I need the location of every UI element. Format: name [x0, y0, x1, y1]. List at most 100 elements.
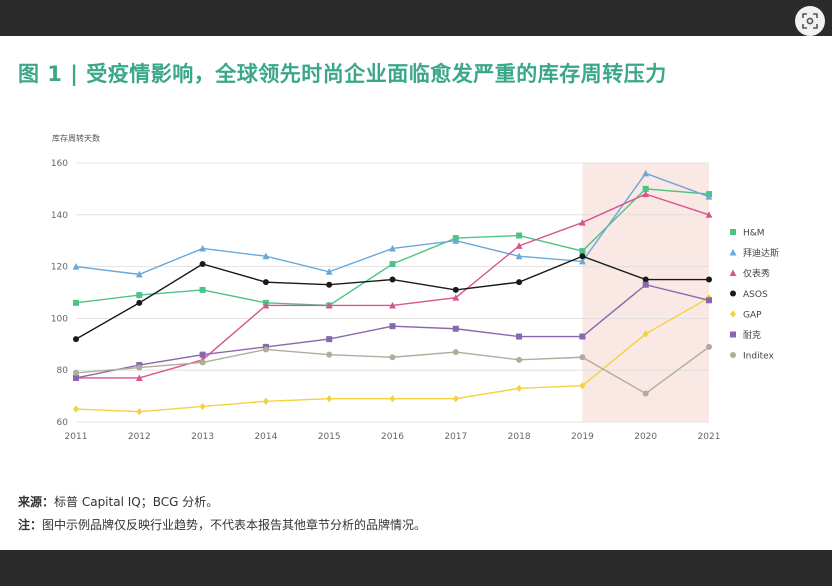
legend-marker — [730, 290, 736, 297]
x-tick-label: 2016 — [381, 432, 404, 442]
data-point — [389, 354, 396, 361]
data-point — [262, 279, 269, 286]
data-point — [136, 364, 143, 371]
x-tick-label: 2013 — [191, 432, 214, 442]
data-point — [579, 382, 586, 390]
data-point — [452, 349, 459, 356]
data-point — [326, 351, 333, 358]
legend-marker — [730, 331, 736, 338]
data-point — [389, 323, 396, 330]
x-tick-label: 2019 — [571, 432, 594, 442]
data-point — [642, 276, 649, 283]
legend-label: 耐克 — [743, 329, 761, 341]
data-point — [136, 292, 143, 299]
footnote-label: 注： — [18, 518, 43, 532]
data-point — [642, 281, 649, 288]
data-point — [516, 356, 523, 363]
data-point — [642, 390, 649, 397]
data-point — [326, 395, 333, 403]
source-note: 来源：标普 Capital IQ；BCG 分析。 — [18, 493, 218, 510]
legend-marker — [730, 310, 736, 318]
x-tick-label: 2014 — [254, 432, 277, 442]
data-point — [326, 281, 333, 288]
legend-marker — [730, 229, 736, 235]
data-point — [73, 369, 79, 376]
x-tick-label: 2015 — [318, 432, 341, 442]
legend-label: GAP — [743, 311, 762, 321]
top-bar — [0, 0, 832, 36]
data-point — [705, 193, 713, 200]
data-point — [389, 395, 396, 403]
footnote-text: 图中示例品牌仅反映行业趋势，不代表本报告其他章节分析的品牌情况。 — [42, 518, 427, 532]
figure-panel: 图 1 | 受疫情影响，全球领先时尚企业面临愈发严重的库存周转压力 库存周转天数… — [0, 36, 832, 550]
data-point — [516, 232, 523, 239]
bottom-bar — [0, 550, 832, 586]
data-point — [389, 261, 396, 268]
data-point — [262, 397, 269, 405]
data-point — [326, 336, 333, 343]
data-point — [642, 330, 649, 338]
data-point — [199, 244, 206, 252]
legend-label: 拜迪达斯 — [743, 247, 779, 259]
data-point — [452, 237, 460, 244]
data-point — [515, 252, 523, 260]
data-point — [515, 242, 523, 249]
x-tick-label: 2020 — [634, 432, 657, 442]
data-point — [642, 190, 650, 198]
data-point — [579, 257, 586, 265]
data-point — [579, 248, 586, 255]
y-tick-label: 120 — [51, 263, 68, 273]
data-point — [452, 286, 459, 293]
data-point — [199, 359, 206, 366]
data-point — [389, 276, 396, 283]
data-point — [642, 169, 650, 177]
y-tick-label: 100 — [51, 314, 68, 324]
data-point — [262, 346, 269, 353]
data-point — [705, 211, 713, 218]
data-point — [135, 374, 143, 381]
y-tick-label: 140 — [51, 211, 68, 221]
data-point — [136, 408, 143, 416]
data-point — [642, 185, 649, 192]
data-point — [135, 270, 143, 278]
x-tick-label: 2012 — [128, 432, 151, 442]
y-tick-label: 80 — [57, 366, 69, 376]
data-point — [136, 299, 143, 306]
data-point — [389, 301, 396, 309]
data-point — [579, 218, 586, 226]
data-point — [199, 351, 206, 358]
data-point — [579, 253, 586, 260]
data-point — [452, 395, 459, 403]
source-label: 来源： — [18, 495, 55, 509]
legend-label: ASOS — [743, 290, 768, 300]
data-point — [73, 405, 79, 413]
data-point — [325, 268, 333, 275]
data-point — [706, 297, 712, 304]
legend-marker — [730, 352, 736, 358]
footnote: 注：图中示例品牌仅反映行业趋势，不代表本报告其他章节分析的品牌情况。 — [18, 516, 426, 533]
data-point — [516, 279, 523, 286]
data-point — [516, 333, 523, 340]
data-point — [452, 325, 459, 332]
legend-label: H&M — [743, 229, 765, 239]
data-point — [73, 336, 79, 343]
y-axis-unit-label: 库存周转天数 — [52, 134, 100, 143]
data-point — [516, 384, 523, 392]
data-point — [262, 252, 270, 260]
legend-label: Inditex — [743, 352, 774, 362]
data-point — [579, 354, 586, 361]
data-point — [389, 244, 396, 252]
y-tick-label: 60 — [57, 418, 69, 428]
data-point — [452, 294, 460, 301]
figure-title: 图 1 | 受疫情影响，全球领先时尚企业面临愈发严重的库存周转压力 — [18, 62, 667, 86]
data-point — [199, 402, 206, 411]
data-point — [706, 276, 712, 283]
y-tick-label: 160 — [51, 159, 68, 169]
source-text: 标普 Capital IQ；BCG 分析。 — [54, 495, 219, 509]
data-point — [73, 299, 79, 306]
data-point — [72, 263, 80, 270]
x-tick-label: 2017 — [444, 432, 467, 442]
legend-marker — [729, 269, 737, 276]
legend-label: 仅表秀 — [743, 268, 770, 280]
lens-search-button[interactable] — [795, 6, 825, 36]
